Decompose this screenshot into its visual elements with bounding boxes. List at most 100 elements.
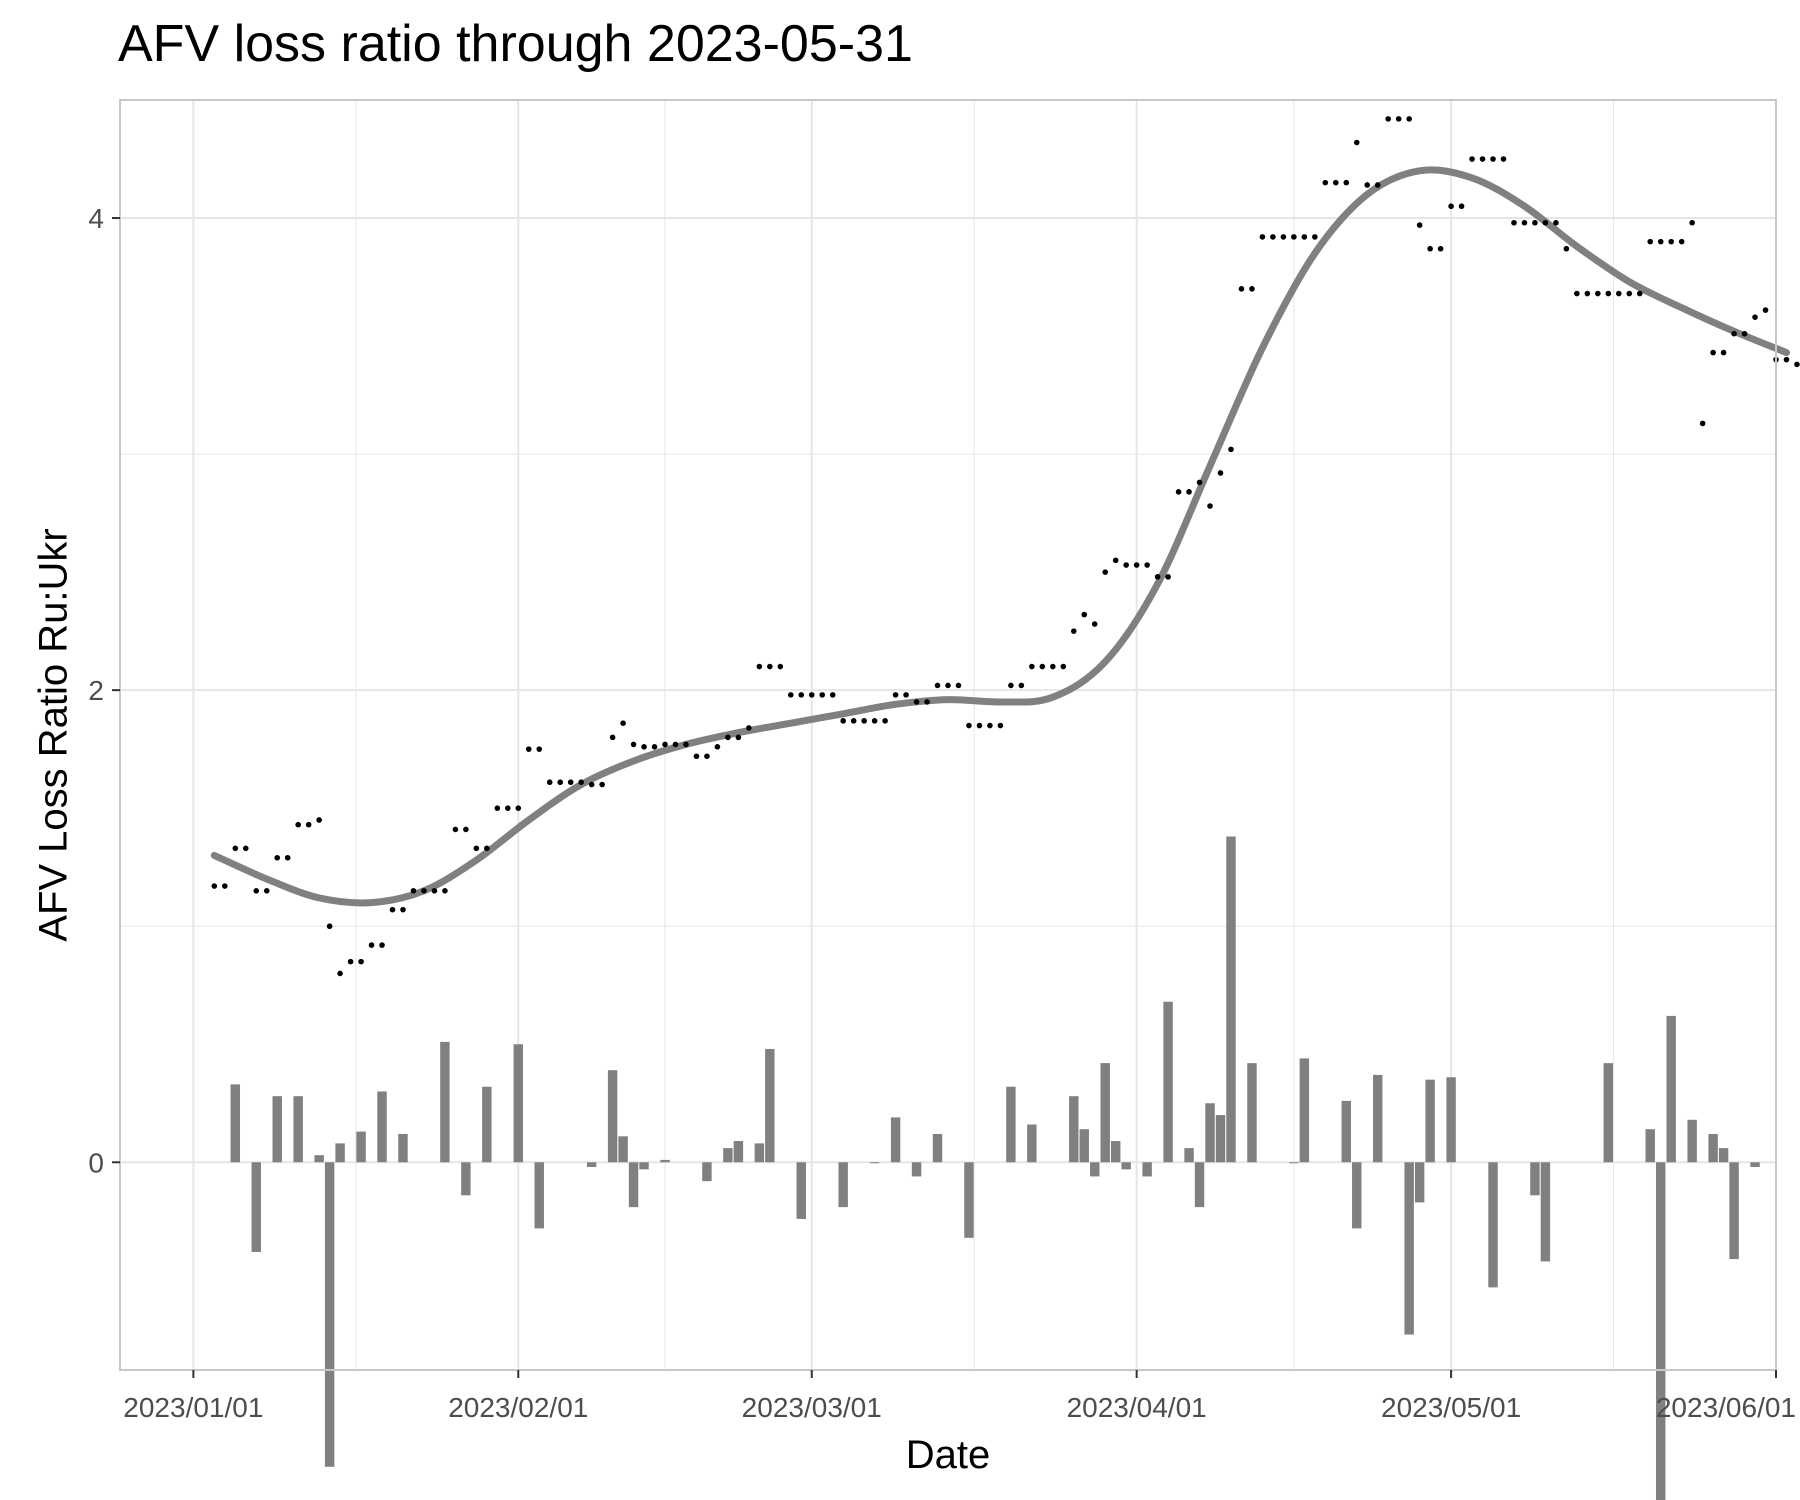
ratio-point: [1678, 238, 1685, 245]
ratio-point: [620, 720, 626, 726]
difference-bar: [964, 1162, 974, 1238]
ratio-point: [1626, 290, 1633, 297]
ratio-point: [1657, 238, 1664, 245]
difference-bar: [1687, 1119, 1697, 1163]
ratio-point: [1490, 156, 1496, 162]
difference-bar: [586, 1162, 597, 1167]
ratio-point: [1762, 307, 1769, 313]
ratio-point: [1102, 569, 1109, 575]
ratio-point: [253, 887, 260, 894]
ratio-point: [997, 722, 1004, 729]
ratio-point: [347, 958, 354, 965]
ratio-point: [1741, 330, 1748, 337]
ratio-point: [1186, 489, 1192, 495]
difference-bar: [534, 1162, 544, 1229]
ratio-point: [316, 817, 322, 823]
ratio-point: [1050, 663, 1056, 670]
difference-bar: [1530, 1162, 1540, 1196]
y-tick-label: 0: [88, 1147, 104, 1178]
difference-bar: [251, 1162, 261, 1252]
ratio-point: [1008, 682, 1014, 689]
ratio-point: [379, 942, 385, 948]
ratio-point: [1385, 116, 1392, 122]
ratio-point: [1710, 349, 1716, 356]
ratio-point: [1144, 562, 1150, 568]
ratio-point: [1165, 574, 1171, 580]
difference-bar: [1425, 1079, 1435, 1163]
difference-bar: [272, 1096, 282, 1163]
ratio-point: [1636, 290, 1643, 297]
ratio-point: [368, 942, 375, 948]
difference-bar: [1488, 1162, 1498, 1288]
ratio-point: [1374, 182, 1381, 188]
difference-bar: [1540, 1162, 1551, 1262]
difference-bar: [293, 1096, 303, 1163]
ratio-point: [431, 887, 438, 894]
x-axis-ticks: 2023/01/01 2023/02/01 2023/03/01 2023/04/01…: [123, 1370, 1796, 1423]
ratio-point: [1029, 663, 1035, 670]
difference-bar: [230, 1084, 241, 1163]
ratio-point: [746, 725, 752, 731]
ratio-point: [756, 663, 763, 670]
ratio-point: [1018, 682, 1025, 689]
ratio-point: [892, 692, 899, 698]
ratio-point: [683, 741, 689, 748]
ratio-point: [1406, 116, 1412, 122]
ratio-point: [924, 699, 930, 705]
ratio-point: [1259, 234, 1266, 240]
ratio-point: [546, 779, 553, 786]
ratio-point: [1615, 290, 1622, 297]
difference-bar: [660, 1159, 670, 1163]
difference-bar: [324, 1162, 335, 1467]
y-tick-label: 4: [88, 203, 104, 234]
ratio-point: [557, 779, 564, 786]
panel-border: [119, 99, 1777, 1371]
x-tick-label: 2023/05/01: [1381, 1392, 1521, 1423]
ratio-point: [1720, 349, 1727, 356]
ratio-point: [714, 744, 721, 750]
ratio-point: [1511, 219, 1517, 226]
ratio-point: [704, 753, 710, 760]
y-axis-title: AFV Loss Ratio Ru:Ukr: [32, 528, 76, 941]
ratio-point: [1270, 234, 1276, 240]
difference-bar: [733, 1141, 744, 1163]
difference-bar: [869, 1162, 880, 1164]
ratio-point: [211, 883, 218, 889]
ratio-point: [725, 734, 731, 741]
difference-bar: [1121, 1162, 1131, 1170]
x-tick-label: 2023/01/01: [123, 1392, 263, 1423]
difference-bar: [1718, 1148, 1729, 1163]
ratio-point: [1154, 574, 1161, 580]
ratio-point: [1584, 290, 1591, 297]
difference-bar: [1414, 1162, 1425, 1203]
ratio-point: [1595, 290, 1601, 297]
ratio-point: [1280, 234, 1287, 240]
ratio-point: [903, 692, 909, 698]
ratio-point: [1553, 219, 1559, 226]
ratio-point: [389, 906, 396, 913]
ratio-point: [955, 682, 962, 689]
x-axis-title: Date: [906, 1433, 991, 1477]
ratio-point: [808, 692, 815, 698]
difference-bar: [1100, 1063, 1110, 1163]
difference-bar: [618, 1136, 628, 1163]
difference-bar: [1215, 1115, 1226, 1163]
ratio-point: [1647, 238, 1654, 245]
ratio-point: [1228, 446, 1234, 453]
ratio-point: [630, 741, 637, 748]
difference-bar: [398, 1133, 408, 1163]
ratio-point: [913, 699, 920, 705]
ratio-point: [1563, 245, 1570, 252]
difference-bar: [461, 1162, 471, 1196]
difference-bar: [702, 1162, 712, 1182]
difference-bar: [1079, 1129, 1089, 1163]
ratio-point: [798, 692, 805, 698]
ratio-point: [484, 845, 490, 852]
ratio-point: [1479, 156, 1486, 162]
difference-bar: [796, 1162, 806, 1219]
ratio-point: [1207, 503, 1213, 509]
ratio-point: [1416, 222, 1423, 228]
ratio-point: [787, 692, 794, 698]
difference-bar: [1247, 1063, 1257, 1163]
